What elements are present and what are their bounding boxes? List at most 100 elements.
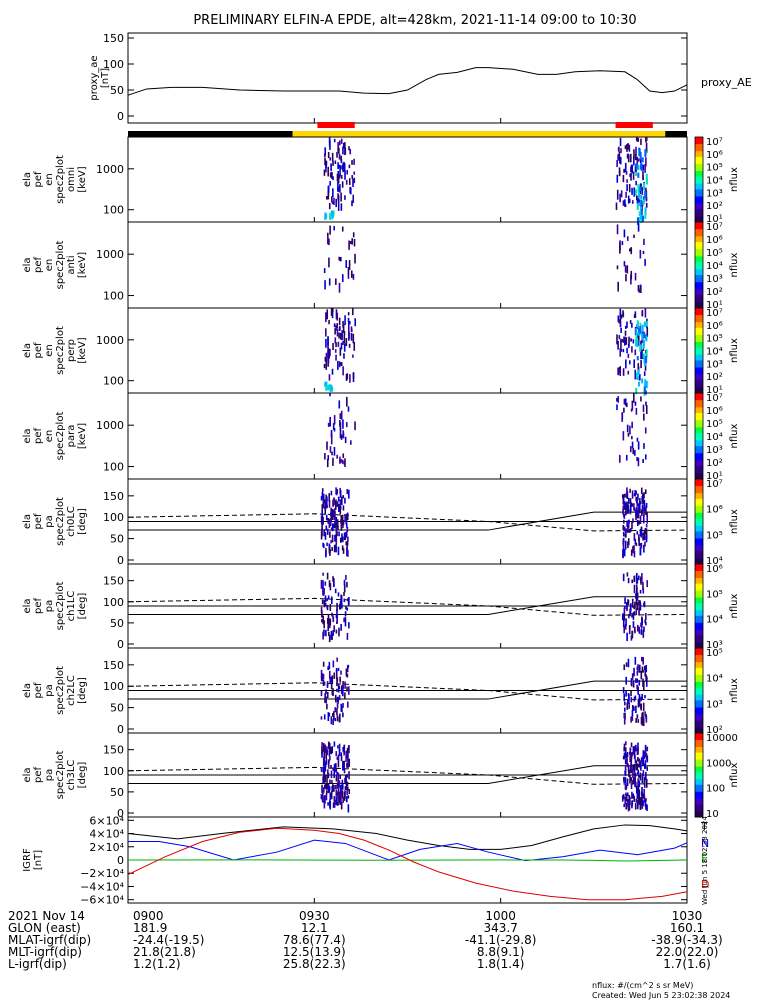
spectrogram-cell (344, 170, 346, 180)
colorbar-band (695, 535, 703, 538)
colorbar-band (695, 670, 703, 673)
spectrogram-cell (639, 497, 641, 502)
colorbar-band (695, 380, 703, 383)
spectrogram-cell (631, 800, 634, 806)
spectrogram-cell (337, 546, 340, 556)
spectrogram-cell (617, 281, 619, 292)
spectrogram-cell (646, 580, 649, 588)
spectrogram-cell (342, 419, 344, 429)
colorbar-band (695, 487, 703, 490)
colorbar-band (695, 580, 703, 583)
spectrogram-cell (630, 635, 633, 641)
colorbar-band (695, 562, 703, 565)
spectrogram-cell (343, 747, 345, 753)
spectrogram-cell (344, 436, 347, 444)
colorbar-band (695, 193, 703, 196)
spectrogram-cell (637, 223, 640, 232)
spectrogram-cell (645, 534, 648, 543)
spectrogram-cell (617, 396, 619, 403)
spectrogram-cell (333, 772, 336, 778)
colorbar-band (695, 576, 703, 579)
spectrogram-cell (341, 545, 344, 551)
spectrogram-cell (630, 759, 632, 767)
colorbar-band (695, 273, 703, 276)
spectrogram-cell (330, 490, 333, 496)
spectrogram-cell (329, 531, 331, 538)
spectrogram-cell (326, 775, 328, 783)
spectrogram-cell (340, 342, 343, 350)
legend-label: N (701, 837, 709, 850)
colorbar-band (695, 373, 703, 376)
spectrogram-cell (637, 334, 640, 340)
colorbar-band (695, 555, 703, 558)
spectrogram-cell (326, 385, 329, 391)
spectrogram-cell (347, 266, 350, 276)
spectrogram-cell (633, 696, 636, 702)
colorbar-band (695, 343, 703, 346)
spectrogram-cell (342, 320, 344, 328)
spectrogram-cell (635, 744, 637, 752)
spectrogram-cell (348, 686, 350, 695)
colorbar-label: nflux (729, 423, 740, 448)
spectrogram-cell (638, 199, 640, 203)
colorbar-band (695, 657, 703, 660)
spectrogram-cell (620, 190, 623, 198)
colorbar-band (695, 527, 703, 530)
spectrogram-cell (325, 381, 328, 387)
spectrogram-cell (621, 412, 624, 420)
spectrogram-cell (626, 757, 628, 767)
spectrogram-cell (344, 142, 346, 149)
spectrogram-cell (340, 159, 343, 164)
spectrogram-cell (333, 672, 336, 679)
spectrogram-cell (644, 528, 647, 535)
spectrogram-cell (625, 792, 627, 796)
spectrogram-cell (349, 240, 352, 245)
spectrogram-cell (335, 527, 338, 534)
spectrogram-cell (642, 499, 645, 505)
spectrogram-cell (634, 449, 636, 456)
colorbar-band (695, 292, 703, 295)
colorbar-band (695, 691, 703, 694)
y-axis-label: ela (22, 683, 33, 698)
spectrogram-cell (622, 687, 625, 694)
colorbar-tick-label: 10⁵ (706, 530, 723, 541)
colorbar-band (695, 754, 703, 756)
spectrogram-cell (331, 171, 333, 179)
spectrogram-cell (630, 783, 633, 789)
spectrogram-cell (637, 774, 640, 778)
colorbar-band (695, 693, 703, 696)
spectrogram-cell (330, 716, 333, 725)
spectrogram-cell (643, 778, 646, 785)
colorbar-band (695, 300, 703, 303)
spectrogram-cell (346, 526, 349, 533)
colorbar-band (695, 192, 703, 195)
colorbar-band (695, 361, 703, 364)
spectrogram-cell (330, 308, 333, 316)
spectrogram-cell (636, 342, 639, 348)
colorbar-band (695, 197, 703, 200)
spectrogram-cell (332, 343, 334, 351)
colorbar-band (695, 578, 703, 580)
spectrogram-cell (336, 173, 339, 182)
spectrogram-cell (638, 600, 640, 606)
time-row-value: 160.1 (670, 921, 704, 935)
spectrogram-cell (643, 182, 646, 191)
y-axis-label: ch0LC (66, 506, 77, 537)
spectrogram-cell (627, 155, 630, 163)
spectrogram-cell (645, 401, 647, 406)
spectrogram-cell (616, 404, 618, 411)
spectrogram-cell (631, 705, 634, 710)
spectrogram-cell (634, 490, 636, 497)
spectrogram-cell (321, 510, 324, 518)
colorbar-tick-label: 10³ (706, 188, 723, 199)
spectrogram-cell (327, 517, 330, 524)
colorbar-band (695, 322, 703, 325)
colorbar-band (695, 216, 703, 219)
spectrogram-cell (323, 529, 325, 537)
colorbar-band (695, 548, 703, 551)
spectrogram-cell (625, 676, 628, 685)
spectrogram-cell (324, 602, 327, 607)
colorbar-band (695, 349, 703, 351)
spectrogram-cell (331, 612, 333, 617)
spectrogram-cell (332, 457, 334, 466)
